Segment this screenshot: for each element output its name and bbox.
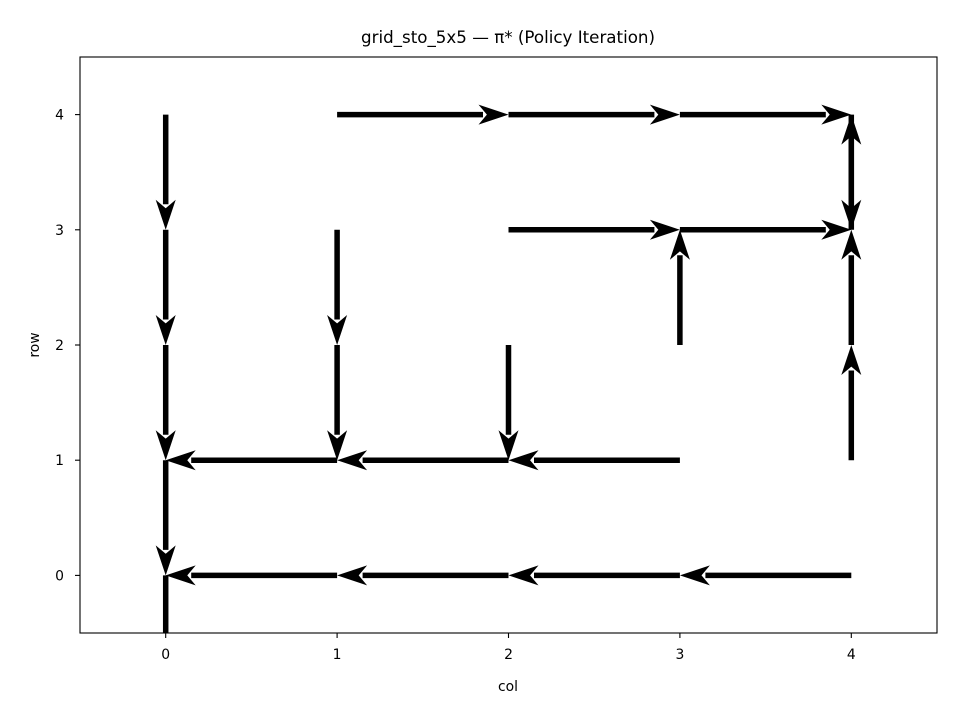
arrow-head bbox=[841, 229, 862, 260]
arrow-head bbox=[155, 199, 176, 230]
policy-arrow-right bbox=[679, 104, 852, 125]
arrow-head bbox=[821, 219, 852, 240]
x-axis-ticks: 0 1 2 3 4 bbox=[161, 633, 856, 663]
policy-arrow-left bbox=[165, 450, 338, 471]
y-axis-label: row bbox=[27, 332, 43, 357]
policy-arrow-up bbox=[841, 229, 862, 345]
policy-arrow-right bbox=[508, 219, 680, 240]
arrow-head bbox=[821, 104, 852, 125]
y-tick-label: 2 bbox=[55, 338, 64, 354]
arrow-head bbox=[327, 430, 348, 461]
arrow-head bbox=[478, 104, 509, 125]
policy-arrow-down bbox=[156, 575, 176, 691]
policy-arrow-down bbox=[155, 460, 176, 576]
arrow-head bbox=[337, 565, 368, 586]
arrow-head bbox=[508, 450, 539, 471]
arrow-head bbox=[498, 430, 519, 461]
x-tick-label: 4 bbox=[847, 647, 856, 663]
arrow-head bbox=[841, 114, 862, 145]
arrow-head bbox=[155, 430, 176, 461]
x-axis-label: col bbox=[498, 679, 518, 695]
arrow-head bbox=[841, 345, 862, 375]
arrow-head bbox=[669, 229, 690, 260]
policy-arrow-down bbox=[155, 229, 176, 345]
policy-arrow-left bbox=[508, 565, 680, 586]
arrow-head bbox=[649, 219, 680, 240]
policy-arrow-right bbox=[337, 104, 509, 125]
arrow-head bbox=[155, 545, 176, 576]
y-tick-label: 4 bbox=[55, 108, 64, 124]
arrows-layer bbox=[155, 104, 862, 691]
policy-arrow-up bbox=[841, 114, 862, 230]
policy-arrow-up bbox=[669, 229, 690, 345]
policy-arrow-left bbox=[337, 565, 509, 586]
arrow-head bbox=[337, 450, 368, 471]
x-tick-label: 3 bbox=[675, 647, 684, 663]
arrow-head bbox=[327, 315, 348, 345]
arrow-head bbox=[165, 565, 196, 586]
policy-arrow-down bbox=[327, 345, 348, 461]
policy-arrow-up bbox=[841, 345, 862, 461]
policy-arrow-left bbox=[679, 565, 852, 586]
arrow-head bbox=[156, 661, 176, 691]
policy-arrow-left bbox=[337, 450, 509, 471]
arrow-head bbox=[165, 450, 196, 471]
y-tick-label: 3 bbox=[55, 223, 64, 239]
x-tick-label: 1 bbox=[333, 647, 342, 663]
x-tick-label: 2 bbox=[504, 647, 513, 663]
arrow-head bbox=[649, 104, 680, 125]
policy-arrow-down bbox=[498, 345, 519, 461]
arrow-head bbox=[155, 315, 176, 345]
policy-arrow-left bbox=[165, 565, 338, 586]
policy-arrow-right bbox=[679, 219, 852, 240]
policy-arrow-down bbox=[155, 345, 176, 461]
arrow-head bbox=[679, 565, 710, 586]
chart-title: grid_sto_5x5 — π* (Policy Iteration) bbox=[361, 27, 655, 48]
policy-arrow-down bbox=[155, 114, 176, 230]
y-tick-label: 0 bbox=[55, 568, 64, 584]
x-tick-label: 0 bbox=[161, 647, 170, 663]
policy-arrow-down bbox=[327, 229, 348, 345]
policy-arrow-right bbox=[508, 104, 680, 125]
y-tick-label: 1 bbox=[55, 453, 64, 469]
policy-arrow-left bbox=[508, 450, 680, 471]
arrow-head bbox=[508, 565, 539, 586]
y-axis-ticks: 0 1 2 3 4 bbox=[55, 108, 80, 584]
